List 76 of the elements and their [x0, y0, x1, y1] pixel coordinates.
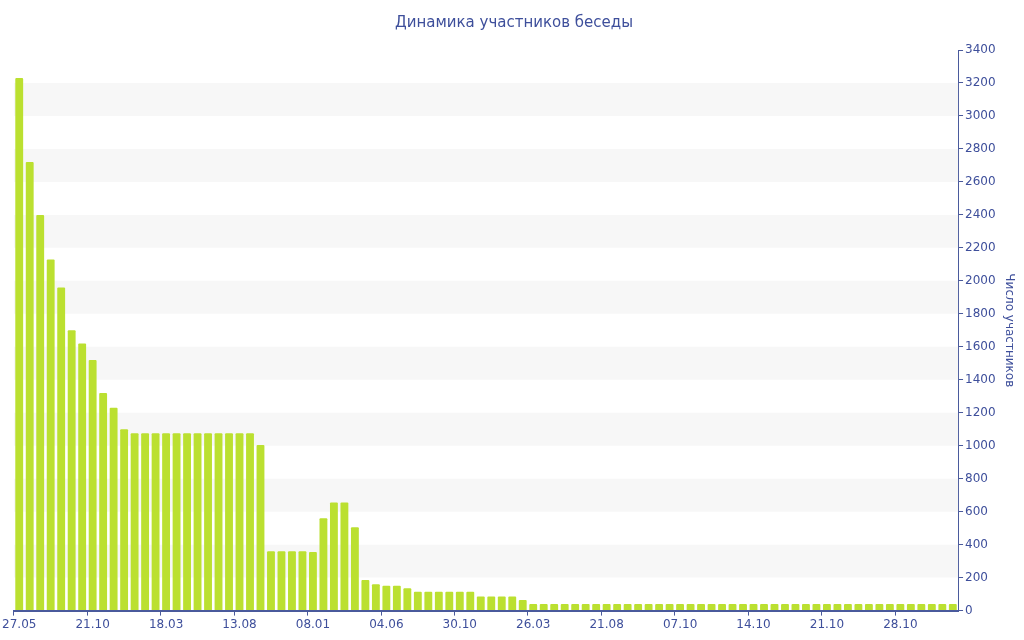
x-tick-label: 28.10	[883, 616, 918, 631]
x-tick-label: 18.03	[148, 616, 184, 631]
chart-title: Динамика участников беседы	[394, 12, 634, 31]
bar	[288, 551, 296, 611]
y-tick-label: 3000	[965, 108, 996, 123]
bar	[225, 433, 233, 611]
bar	[151, 433, 160, 611]
x-tick-label: 21.10	[809, 616, 845, 631]
y-tick-label: 2000	[965, 272, 996, 287]
y-tick-label: 1600	[965, 338, 996, 353]
y-tick-label: 3400	[965, 42, 996, 57]
y-tick-label: 1200	[965, 404, 996, 419]
bar	[204, 433, 212, 611]
y-tick-label: 400	[965, 536, 988, 551]
bar	[36, 214, 45, 611]
bar	[361, 580, 370, 611]
y-tick-label: 2400	[965, 207, 996, 222]
bar	[120, 429, 129, 611]
y-tick-label: 2800	[965, 141, 996, 156]
bar	[434, 591, 443, 611]
bar	[403, 588, 412, 611]
bar	[466, 591, 475, 611]
bar	[413, 591, 422, 611]
bar	[382, 585, 391, 611]
bar	[46, 259, 55, 611]
x-tick-label: 08.01	[295, 616, 331, 631]
bar	[497, 596, 506, 611]
bar	[319, 518, 328, 611]
x-tick-label: 26.03	[516, 616, 551, 631]
bar	[183, 433, 191, 611]
bar	[88, 359, 97, 611]
bar	[476, 596, 485, 611]
bar	[67, 330, 76, 611]
x-tick-label: 14.10	[736, 616, 771, 631]
y-tick-label: 1800	[965, 305, 996, 320]
bar	[246, 433, 254, 611]
y-tick-label: 800	[965, 470, 988, 485]
bar	[329, 502, 338, 611]
bar	[371, 584, 380, 611]
bar	[445, 591, 454, 611]
bar	[99, 392, 108, 611]
bar	[109, 407, 118, 611]
bar	[267, 551, 275, 611]
y-tick-label: 2600	[965, 174, 996, 189]
bar	[141, 433, 150, 611]
x-tick-label: 07.10	[662, 616, 698, 631]
bar	[518, 599, 527, 611]
bar	[487, 596, 496, 611]
y-tick-label: 3200	[965, 75, 996, 90]
y-tick-label: 200	[965, 569, 988, 584]
bar	[424, 591, 433, 611]
bar	[309, 552, 317, 611]
y-tick-label: 2200	[965, 239, 996, 254]
x-tick-label: 04.06	[369, 616, 404, 631]
bar	[25, 162, 34, 611]
y-tick-label: 0	[965, 602, 973, 617]
x-tick-label: 21.08	[589, 616, 624, 631]
bar	[392, 585, 401, 611]
y-axis-title: Число участников	[1002, 273, 1017, 388]
x-tick-label: 30.10	[442, 616, 477, 631]
bar	[172, 433, 181, 611]
bar	[78, 343, 87, 611]
x-tick-label: 21.10	[75, 616, 110, 631]
x-tick-label: 13.08	[222, 616, 257, 631]
x-tick-label: 27.05	[2, 616, 37, 631]
y-tick-label: 600	[965, 503, 988, 518]
y-tick-label: 1400	[965, 371, 996, 386]
bar	[130, 433, 139, 611]
bar	[508, 596, 517, 611]
bar	[57, 287, 66, 611]
bar	[162, 433, 171, 611]
bar	[455, 591, 464, 611]
bar	[15, 78, 24, 611]
y-tick-label: 1000	[965, 437, 996, 452]
bar	[350, 527, 359, 611]
bar	[340, 502, 349, 611]
